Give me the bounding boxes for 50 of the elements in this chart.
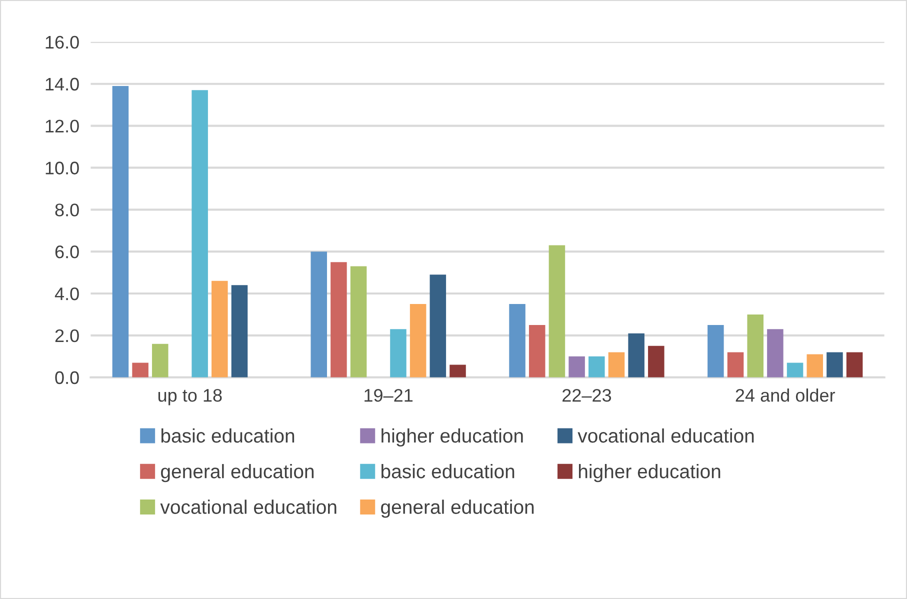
bar <box>132 362 148 378</box>
bar <box>648 346 664 378</box>
bar <box>310 252 327 378</box>
bar <box>806 354 824 378</box>
bar <box>588 356 605 378</box>
bar <box>410 304 426 378</box>
x-tick-label: 24 and older <box>736 388 836 402</box>
legend-label: general education <box>161 464 314 482</box>
bar <box>826 352 843 378</box>
bar <box>192 90 208 378</box>
y-tick-label: 10.0 <box>46 162 79 174</box>
bar <box>390 329 406 378</box>
bar <box>628 333 644 378</box>
y-tick-label: 4.0 <box>54 287 79 300</box>
legend-label: vocational education <box>578 428 754 443</box>
legend-label: vocational education <box>160 500 336 514</box>
x-tick-label: 22–23 <box>562 388 612 402</box>
legend-label: general education <box>381 500 534 518</box>
bar <box>350 266 367 378</box>
bar <box>509 304 526 378</box>
bar <box>152 344 168 378</box>
bar <box>608 352 625 378</box>
legend-label: higher education <box>382 428 523 447</box>
bar <box>568 356 585 378</box>
y-tick-label: 16.0 <box>46 36 79 49</box>
y-tick-label: 14.0 <box>46 78 79 91</box>
bar <box>767 329 784 378</box>
bar <box>450 364 466 378</box>
legend-label: higher education <box>578 464 720 482</box>
bar <box>548 245 566 378</box>
y-tick-label: 0.0 <box>55 371 79 384</box>
y-tick-label: 6.0 <box>55 246 79 258</box>
x-tick-label: 19–21 <box>364 388 413 402</box>
bar <box>212 280 228 378</box>
bar <box>430 274 446 378</box>
y-tick-label: 12.0 <box>46 120 79 133</box>
bar <box>708 324 724 378</box>
legend-label: basic education <box>161 428 294 443</box>
bar <box>330 262 347 378</box>
bar <box>727 352 744 378</box>
x-tick-label: up to 18 <box>158 388 222 406</box>
bar <box>747 314 764 378</box>
bar <box>112 86 129 378</box>
y-tick-label: 8.0 <box>55 204 79 216</box>
bar <box>528 324 546 378</box>
bar <box>231 285 248 378</box>
bar <box>786 362 804 378</box>
y-tick-label: 2.0 <box>55 329 79 342</box>
bar <box>846 352 863 378</box>
legend-label: basic education <box>382 464 514 478</box>
